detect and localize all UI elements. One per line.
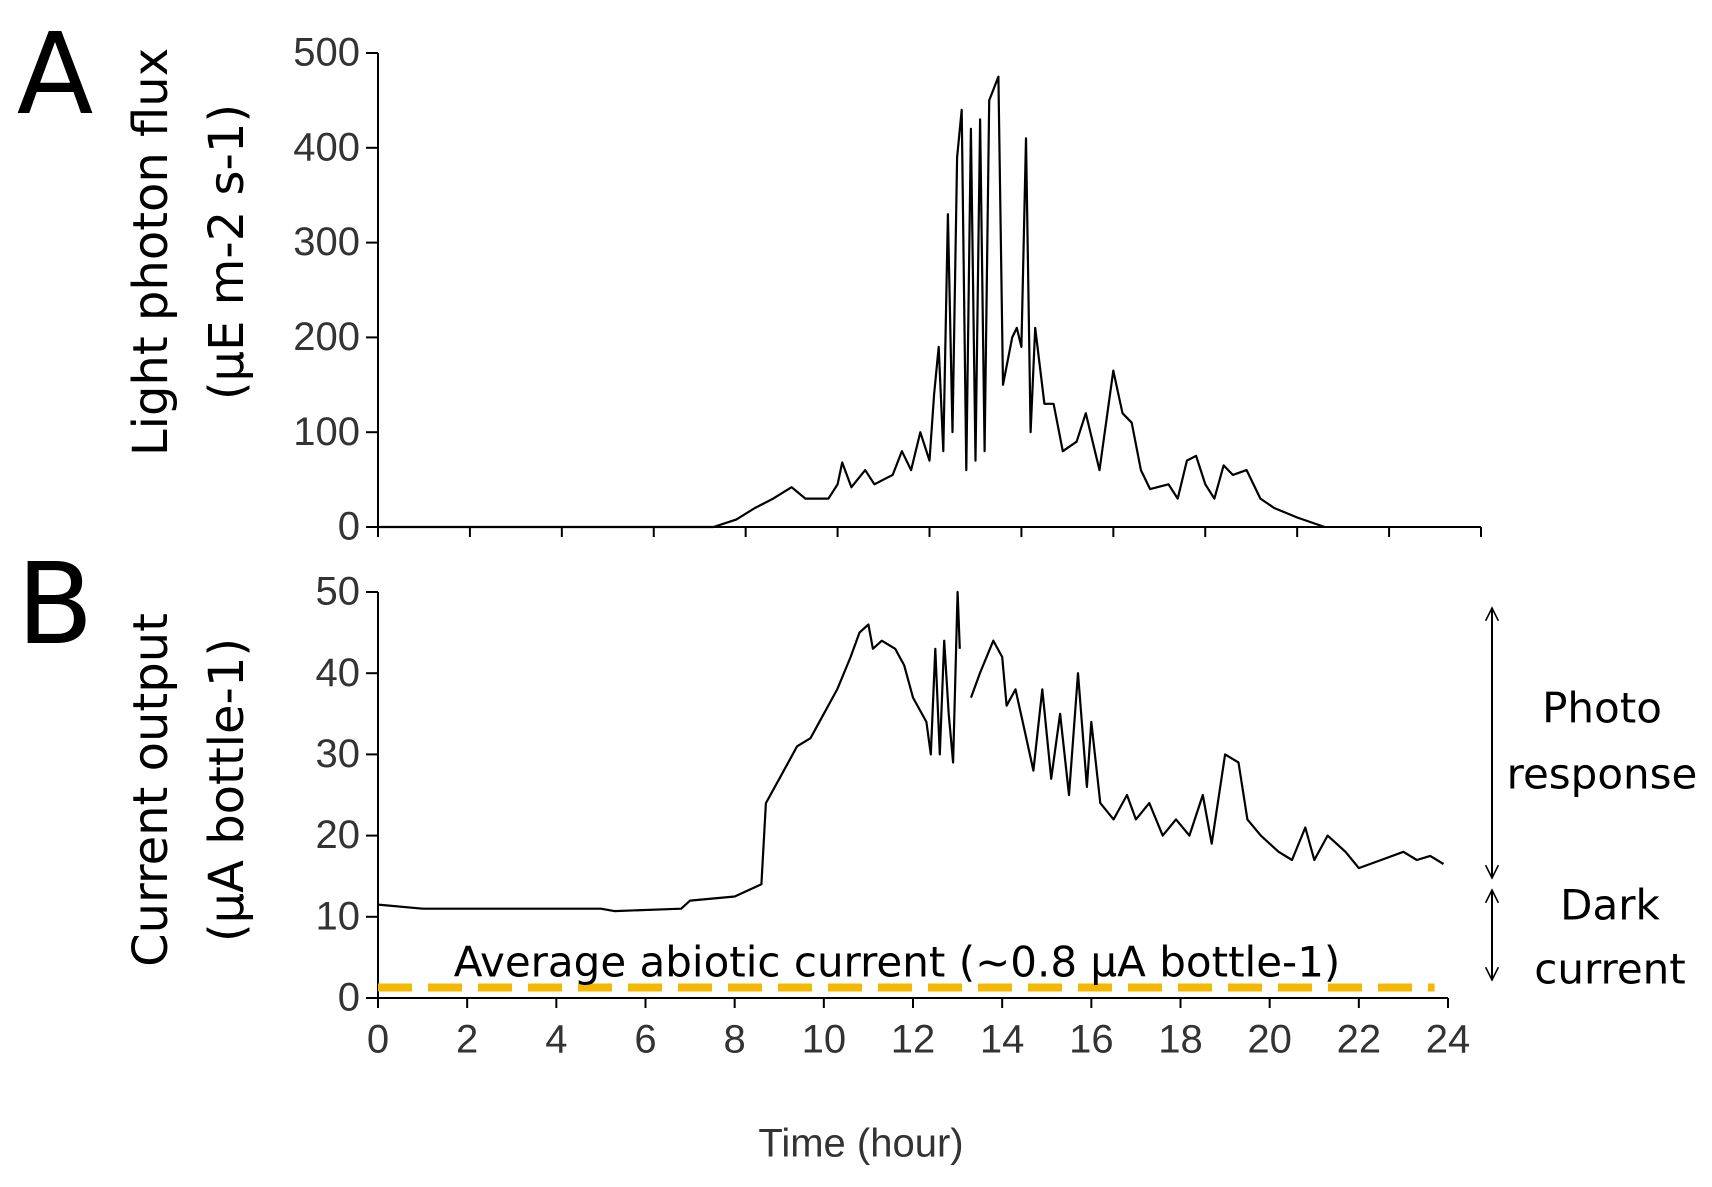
x-tick-label: 8 — [724, 1018, 746, 1062]
x-tick-label: 24 — [1426, 1018, 1471, 1062]
x-tick-label: 0 — [367, 1018, 389, 1062]
x-tick-label: 18 — [1158, 1018, 1203, 1062]
y-axis-label: (µA bottle-1) — [199, 638, 255, 942]
y-tick-label: 20 — [316, 813, 361, 857]
y-tick-label: 300 — [293, 220, 360, 264]
x-tick-label: 6 — [634, 1018, 656, 1062]
y-tick-label: 500 — [293, 31, 360, 75]
y-tick-label: 400 — [293, 125, 360, 169]
reference-label: Average abiotic current (~0.8 µA bottle-… — [454, 938, 1341, 987]
annotation: Photo — [1542, 684, 1662, 733]
x-tick-label: 16 — [1069, 1018, 1114, 1062]
y-axis-label: Light photon flux — [123, 48, 179, 456]
y-tick-label: 0 — [338, 976, 360, 1020]
data-line — [377, 590, 961, 913]
panel-label: A — [17, 10, 94, 140]
y-tick-label: 0 — [338, 505, 360, 549]
x-tick-label: 20 — [1247, 1018, 1292, 1062]
y-tick-label: 40 — [316, 651, 361, 695]
annotation: current — [1534, 945, 1686, 994]
y-tick-label: 100 — [293, 410, 360, 454]
x-axis-label: Time (hour) — [758, 1122, 963, 1166]
x-tick-label: 14 — [980, 1018, 1025, 1062]
y-tick-label: 50 — [316, 570, 361, 614]
x-tick-label: 4 — [545, 1018, 567, 1062]
data-line — [378, 75, 1326, 529]
y-tick-label: 10 — [316, 894, 361, 938]
x-tick-label: 22 — [1337, 1018, 1382, 1062]
y-axis-label: (µE m-2 s-1) — [199, 104, 255, 400]
y-tick-label: 30 — [316, 732, 361, 776]
y-tick-label: 200 — [293, 315, 360, 359]
annotation: response — [1507, 750, 1698, 799]
x-tick-label: 12 — [891, 1018, 936, 1062]
x-tick-label: 2 — [456, 1018, 478, 1062]
panel-label: B — [17, 540, 94, 670]
x-tick-label: 10 — [802, 1018, 847, 1062]
annotation: Dark — [1560, 881, 1660, 930]
y-axis-label: Current output — [123, 613, 179, 967]
data-line — [969, 639, 1445, 870]
